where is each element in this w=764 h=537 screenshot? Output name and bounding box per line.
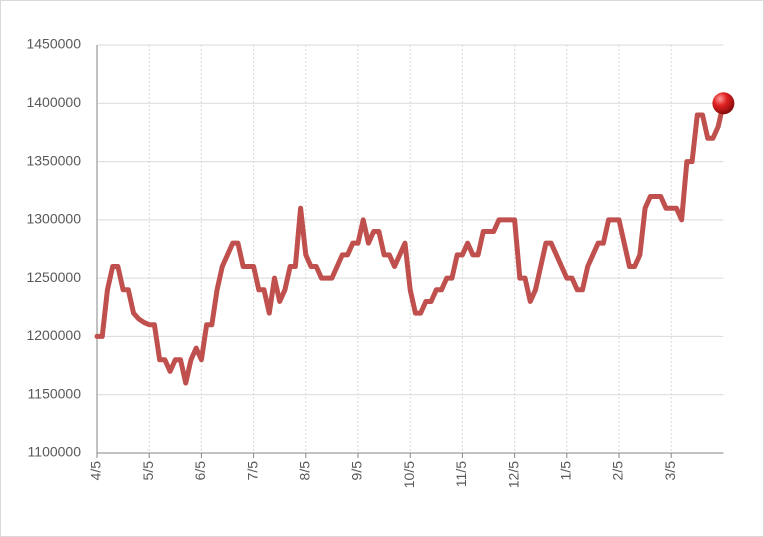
- y-tick-label: 1250000: [26, 269, 81, 285]
- x-tick-label: 7/5: [244, 461, 260, 481]
- y-tick-label: 1300000: [26, 211, 81, 227]
- x-tick-label: 11/5: [453, 461, 469, 487]
- x-tick-label: 12/5: [505, 461, 521, 488]
- x-tick-label: 3/5: [662, 461, 678, 481]
- y-tick-label: 1100000: [28, 444, 82, 460]
- x-tick-label: 5/5: [140, 461, 156, 481]
- y-tick-label: 1400000: [26, 94, 81, 110]
- x-tick-label: 6/5: [192, 461, 208, 481]
- line: [94, 100, 726, 386]
- x-tick-label: 10/5: [401, 461, 417, 488]
- y-tick-label: 1150000: [28, 385, 82, 401]
- x-tick-label: 1/5: [558, 461, 574, 481]
- y-tick-label: 1200000: [26, 327, 81, 343]
- x-tick-label: 9/5: [349, 461, 365, 481]
- x-tick-label: 2/5: [610, 461, 626, 481]
- x-tick-label: 4/5: [88, 461, 104, 481]
- y-tick-label: 1350000: [26, 152, 81, 168]
- end-marker: [712, 92, 735, 115]
- y-tick-label: 1450000: [26, 36, 81, 52]
- x-tick-label: 8/5: [297, 461, 313, 481]
